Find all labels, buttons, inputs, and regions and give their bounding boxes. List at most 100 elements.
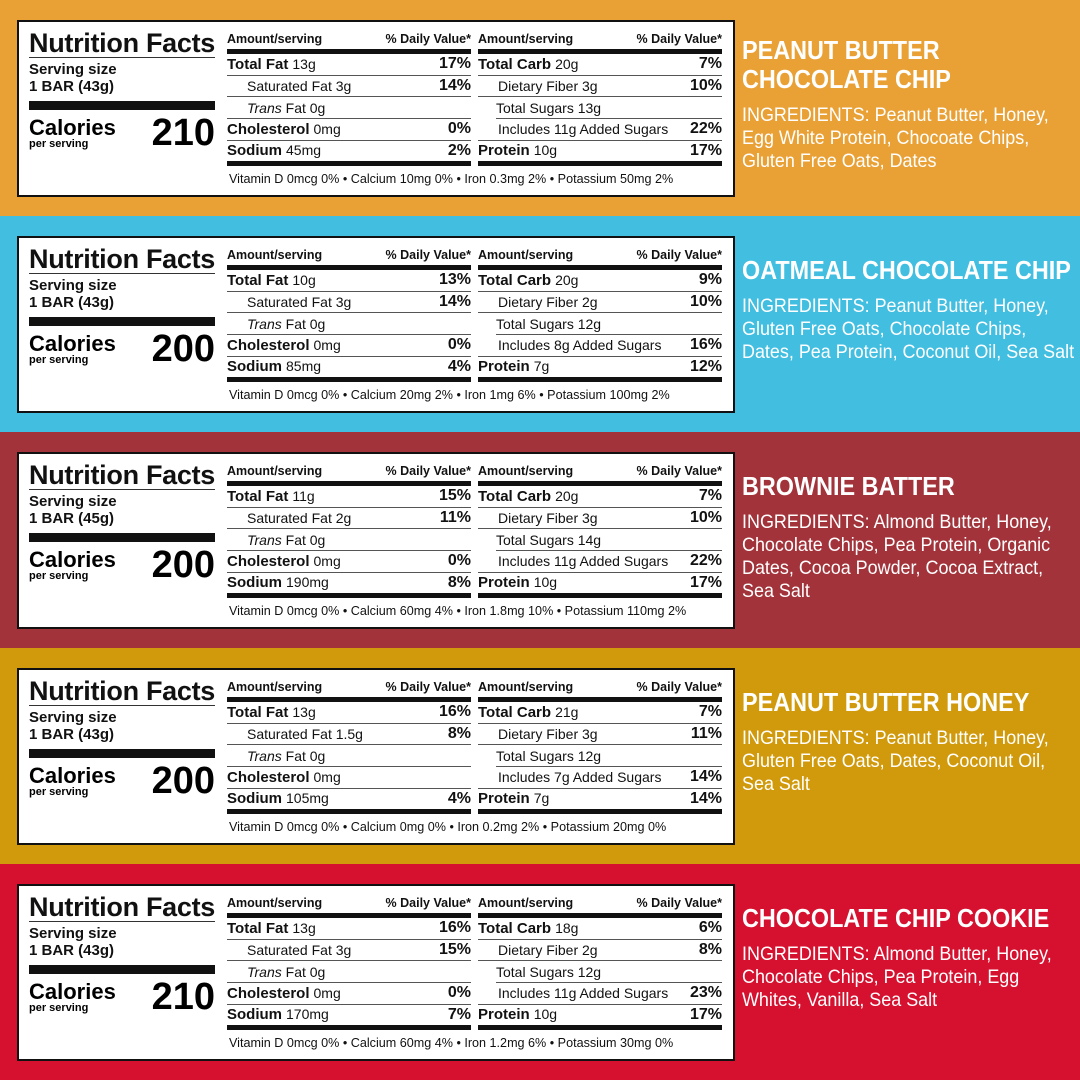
nutrient-amount: 0mg: [313, 984, 341, 1001]
per-serving-label: per serving: [29, 138, 89, 150]
table-header: Amount/serving % Daily Value*: [478, 894, 722, 918]
nutrient-label: Cholesterol: [227, 768, 310, 786]
nutrient-name: Cholesterol 0mg: [227, 985, 341, 1002]
nutrient-name: Sodium 45mg: [227, 142, 321, 159]
nutrient-label: Sodium: [227, 358, 282, 376]
product-info: PEANUT BUTTER HONEY INGREDIENTS: Peanut B…: [742, 688, 1077, 796]
nutrient-name: Total Sugars 12g: [496, 748, 601, 764]
nutrient-amount: 190mg: [286, 574, 329, 591]
nutrient-label: Trans: [247, 99, 282, 116]
nutrient-label: Sodium: [227, 790, 282, 808]
nutrient-amount: 13g: [292, 703, 316, 720]
nutrient-amount: 13g: [292, 919, 316, 936]
ingredients-list: INGREDIENTS: Almond Butter, Honey, Choco…: [742, 943, 1052, 1011]
nutrient-row: Protein 10g 17%: [478, 141, 722, 166]
nutrient-name: Trans Fat 0g: [247, 316, 325, 332]
daily-value-percent: 17%: [689, 1005, 722, 1023]
daily-value-percent: 0%: [447, 336, 471, 354]
daily-value-percent: 14%: [438, 77, 471, 95]
daily-value-percent: 0%: [447, 120, 471, 138]
nutrient-name: Sodium 85mg: [227, 358, 321, 375]
product-band: Nutrition Facts Serving size 1 BAR (43g) Ca…: [0, 648, 1080, 864]
nutrient-row: Total Sugars 14g: [496, 529, 722, 552]
nutrient-label: Trans: [247, 531, 282, 548]
daily-value-percent: 10%: [689, 509, 722, 527]
product-info: PEANUT BUTTER CHOCOLATE CHIP INGREDIENTS:…: [742, 36, 1077, 173]
nutrient-row: Trans Fat 0g: [227, 97, 471, 120]
thick-divider: [29, 965, 215, 974]
nutrient-name: Total Carb 18g: [478, 920, 578, 937]
nutrient-name: Includes 11g Added Sugars: [498, 985, 668, 1001]
per-serving-label: per serving: [29, 570, 89, 582]
nutrient-amount: Fat 0g: [281, 531, 326, 548]
nutrient-row: Dietary Fiber 2g 10%: [478, 292, 722, 314]
nutrient-row: Cholesterol 0mg 0%: [227, 119, 471, 141]
nutrient-table-right: Amount/serving % Daily Value* Total Carb 21…: [478, 678, 722, 814]
ingredients-list: INGREDIENTS: Peanut Butter, Honey, Glute…: [742, 295, 1075, 363]
nutrient-label: Dietary Fiber 2g: [498, 942, 598, 959]
serving-size-value: 1 BAR (43g): [29, 942, 115, 959]
nutrition-facts-title: Nutrition Facts: [29, 28, 216, 58]
amount-header: Amount/serving: [478, 680, 574, 694]
nutrient-row: Trans Fat 0g: [227, 961, 471, 984]
ingredients-list: INGREDIENTS: Almond Butter, Honey, Choco…: [742, 511, 1052, 602]
vitamins-minerals-footer: Vitamin D 0mcg 0% • Calcium 20mg 2% • Ir…: [229, 388, 670, 402]
nutrient-amount: 7g: [533, 358, 550, 375]
calories-block: Calories per serving 210: [29, 113, 215, 154]
nutrient-row: Cholesterol 0mg: [227, 767, 471, 789]
calories-value: 200: [151, 544, 215, 586]
daily-value-percent: 6%: [698, 919, 722, 937]
nutrient-row: Cholesterol 0mg 0%: [227, 983, 471, 1005]
nutrition-facts-label: Nutrition Facts Serving size 1 BAR (43g) Ca…: [17, 668, 735, 845]
nutrient-name: Dietary Fiber 2g: [498, 942, 598, 958]
daily-value-header: % Daily Value*: [385, 680, 471, 694]
nutrient-label: Total Carb: [478, 487, 552, 505]
nutrient-row: Sodium 170mg 7%: [227, 1005, 471, 1030]
per-serving-label: per serving: [29, 1002, 89, 1014]
nutrition-facts-label: Nutrition Facts Serving size 1 BAR (43g) Ca…: [17, 20, 735, 197]
nutrient-label: Saturated Fat 1.5g: [247, 726, 363, 743]
nutrient-row: Saturated Fat 3g 14%: [227, 76, 471, 98]
nutrient-name: Sodium 190mg: [227, 574, 329, 591]
daily-value-percent: 2%: [447, 141, 471, 159]
daily-value-percent: 14%: [438, 293, 471, 311]
daily-value-percent: 15%: [438, 487, 471, 505]
daily-value-percent: 4%: [447, 357, 471, 375]
nutrient-amount: 0mg: [313, 120, 341, 137]
product-band: Nutrition Facts Serving size 1 BAR (43g) Ca…: [0, 864, 1080, 1080]
daily-value-percent: 0%: [447, 984, 471, 1002]
nutrient-label: Total Carb: [478, 271, 552, 289]
nutrient-label: Includes 8g Added Sugars: [498, 337, 662, 354]
nutrient-row: Total Fat 11g 15%: [227, 486, 471, 508]
daily-value-header: % Daily Value*: [636, 896, 722, 910]
nutrient-name: Total Carb 20g: [478, 488, 578, 505]
table-header: Amount/serving % Daily Value*: [227, 462, 471, 486]
nutrient-name: Protein 10g: [478, 574, 557, 591]
nutrient-amount: 20g: [555, 55, 579, 72]
nutrient-name: Total Fat 13g: [227, 56, 316, 73]
nutrition-facts-title: Nutrition Facts: [29, 892, 216, 922]
calories-label: Calories: [29, 331, 116, 356]
daily-value-percent: 10%: [689, 77, 722, 95]
nutrient-row: Total Sugars 12g: [496, 961, 722, 984]
nutrient-label: Total Carb: [478, 919, 552, 937]
nutrient-label: Protein: [478, 358, 530, 376]
nutrient-label: Dietary Fiber 3g: [498, 78, 598, 95]
daily-value-header: % Daily Value*: [385, 248, 471, 262]
product-band: Nutrition Facts Serving size 1 BAR (43g) Ca…: [0, 216, 1080, 432]
nutrient-label: Total Fat: [227, 919, 289, 937]
nutrition-facts-label: Nutrition Facts Serving size 1 BAR (43g) Ca…: [17, 236, 735, 413]
nutrient-amount: Fat 0g: [281, 315, 326, 332]
amount-header: Amount/serving: [227, 248, 323, 262]
nutrient-label: Includes 11g Added Sugars: [498, 121, 669, 138]
nutrient-row: Includes 11g Added Sugars 22%: [478, 119, 722, 141]
amount-header: Amount/serving: [227, 896, 323, 910]
table-header: Amount/serving % Daily Value*: [478, 30, 722, 54]
nutrient-amount: 45mg: [286, 142, 322, 159]
nutrient-row: Total Sugars 12g: [496, 313, 722, 336]
nutrient-name: Cholesterol 0mg: [227, 553, 341, 570]
nutrition-facts-title: Nutrition Facts: [29, 460, 216, 490]
nutrient-row: Cholesterol 0mg 0%: [227, 335, 471, 357]
nutrient-label: Cholesterol: [227, 120, 310, 138]
thick-divider: [29, 533, 215, 542]
